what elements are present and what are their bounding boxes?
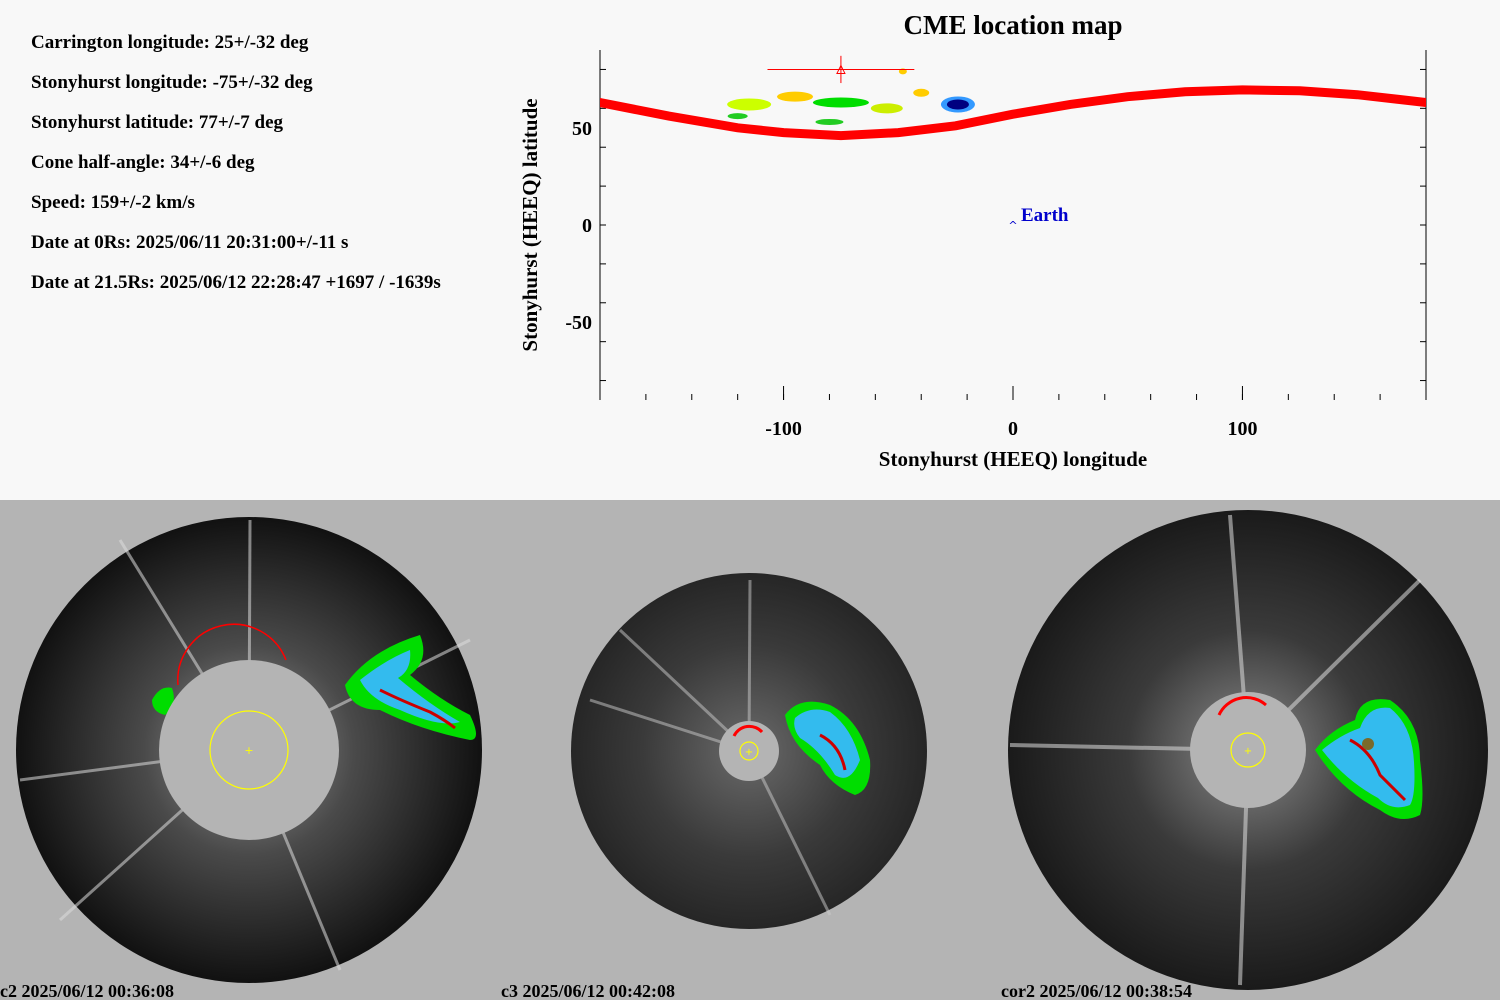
sun-limb-circle	[1230, 732, 1266, 768]
param-date-21rs: Date at 21.5Rs: 2025/06/12 22:28:47 +169…	[31, 272, 441, 293]
y-axis-label: Stonyhurst (HEEQ) latitude	[518, 98, 542, 351]
detection-blob	[727, 113, 748, 120]
y-tick-label: -50	[565, 312, 592, 334]
cme-arc-marker	[1217, 696, 1267, 716]
detection-blob	[870, 103, 903, 114]
coronagraph-panel-c2: +	[16, 517, 482, 983]
param-speed: Speed: 159+/-2 km/s	[31, 192, 195, 213]
x-tick-label: 100	[1227, 418, 1257, 440]
earth-label: Earth	[1021, 205, 1069, 226]
plot-axes: -100 0 100 -50 0 50	[565, 50, 1427, 440]
param-stonyhurst-latitude: Stonyhurst latitude: 77+/-7 deg	[31, 112, 284, 133]
occulter-disk	[1190, 692, 1306, 808]
panel-caption-c2: c2 2025/06/12 00:36:08	[0, 981, 174, 1000]
x-axis-label: Stonyhurst (HEEQ) longitude	[879, 447, 1147, 471]
x-tick-label: 0	[1008, 418, 1018, 440]
y-tick-label: 0	[582, 215, 592, 237]
cme-parameters-list: Carrington longitude: 25+/-32 deg Stonyh…	[31, 31, 441, 311]
cme-arc-marker	[732, 724, 764, 737]
chart-title: CME location map	[904, 10, 1123, 40]
cme-arc-marker	[177, 623, 287, 686]
coronagraph-panel-c3: +	[571, 573, 927, 929]
param-cone-half-angle: Cone half-angle: 34+/-6 deg	[31, 152, 255, 173]
sun-center-plus-icon: +	[244, 744, 253, 757]
panel-caption-cor2: cor2 2025/06/12 00:38:54	[1001, 981, 1192, 1000]
coronagraph-panel-cor2: +	[1008, 510, 1488, 990]
cme-detection-blobs	[727, 68, 975, 125]
param-carrington-longitude: Carrington longitude: 25+/-32 deg	[31, 32, 309, 53]
cme-boundary-curve	[600, 85, 1426, 141]
coronagraph-strip: + +	[0, 500, 1500, 1000]
detection-blob	[812, 97, 869, 108]
y-tick-label: 50	[572, 118, 592, 140]
detection-blob	[815, 118, 844, 125]
cme-intensity-overlay	[785, 701, 871, 795]
earth-marker: ^ Earth	[1008, 205, 1069, 232]
plot-area	[600, 55, 1426, 141]
param-stonyhurst-longitude: Stonyhurst longitude: -75+/-32 deg	[31, 72, 313, 93]
sun-center-plus-icon: +	[745, 747, 753, 758]
detection-blob	[777, 91, 814, 102]
sun-limb-circle	[209, 710, 289, 790]
sun-limb-circle	[739, 741, 759, 761]
cme-center-marker	[767, 55, 915, 84]
detection-blob	[913, 88, 930, 97]
x-tick-label: -100	[765, 418, 802, 440]
cme-summary-panel: Carrington longitude: 25+/-32 deg Stonyh…	[31, 10, 1427, 471]
detection-blob-core	[946, 99, 969, 110]
cme-intensity-overlay	[1315, 699, 1423, 819]
cme-intensity-overlay	[152, 635, 476, 740]
earth-caret-icon: ^	[1008, 219, 1017, 232]
occulter-disk	[159, 660, 339, 840]
panel-caption-c3: c3 2025/06/12 00:42:08	[501, 981, 675, 1000]
param-date-0rs: Date at 0Rs: 2025/06/11 20:31:00+/-11 s	[31, 232, 349, 253]
detection-blob	[727, 98, 772, 111]
cme-center-triangle-icon	[836, 64, 846, 74]
sun-center-plus-icon: +	[1244, 746, 1252, 757]
